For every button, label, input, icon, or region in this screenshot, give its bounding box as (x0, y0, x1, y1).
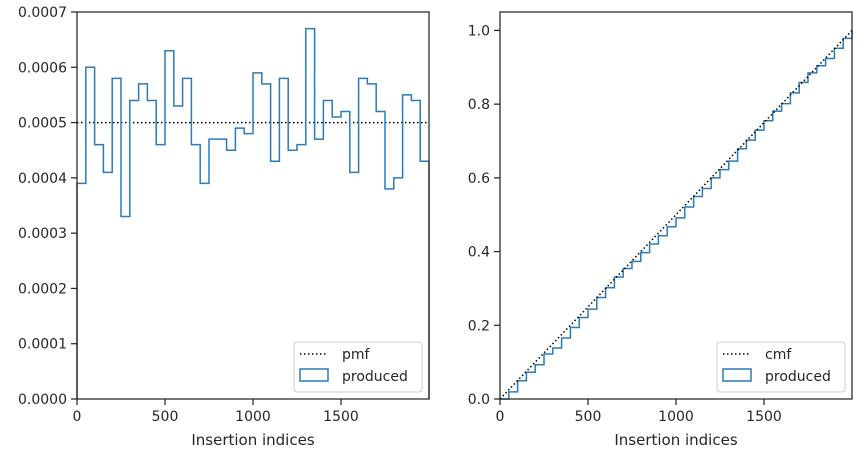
histogram-bin (200, 183, 209, 399)
y-tick-label: 0.0 (468, 392, 490, 408)
legend: cmf produced (716, 341, 846, 393)
legend-produced-label: produced (342, 369, 408, 385)
y-tick-label: 1.0 (468, 23, 490, 39)
legend-produced-swatch (722, 368, 752, 382)
y-tick-label: 0.8 (468, 97, 490, 113)
histogram-bin (77, 183, 86, 399)
histogram-bin (262, 84, 271, 399)
histogram-bin (244, 134, 253, 399)
legend-box (716, 341, 846, 393)
histogram-bin (191, 145, 200, 399)
histogram-bin (183, 78, 192, 399)
produced-step-series (76, 27, 430, 399)
legend: pmf produced (293, 341, 423, 393)
x-tick-label: 500 (152, 409, 179, 425)
x-axis-ticks: 0 500 1000 1500 (73, 399, 359, 425)
y-tick-label: 0.0006 (18, 60, 67, 76)
histogram-bin (95, 145, 104, 399)
histogram-bin (139, 84, 148, 399)
y-tick-label: 0.0002 (18, 281, 67, 297)
histogram-bin (235, 128, 244, 399)
histogram-bin (218, 139, 227, 399)
y-tick-label: 0.6 (468, 171, 490, 187)
legend-produced-swatch (299, 368, 329, 382)
y-tick-label: 0.0005 (18, 116, 67, 132)
histogram-bin (227, 150, 236, 399)
histogram-bin (156, 145, 165, 399)
cmf-reference-line (499, 29, 853, 400)
cmf-line (499, 29, 853, 400)
x-tick-label: 500 (575, 409, 602, 425)
histogram-bin (271, 161, 280, 399)
pmf-histogram-panel: 0.0000 0.0001 0.0002 0.0003 0.0004 0.0005 0.00… (18, 5, 430, 449)
y-tick-label: 0.0004 (18, 171, 67, 187)
histogram-bin (86, 67, 95, 399)
y-tick-label: 0.2 (468, 318, 490, 334)
histogram-bin (130, 100, 139, 399)
y-tick-label: 0.0003 (18, 226, 67, 242)
x-tick-label: 0 (73, 409, 82, 425)
legend-cmf-label: cmf (765, 347, 792, 363)
plot-area (500, 12, 852, 399)
y-axis-ticks: 0.0 0.2 0.4 0.6 0.8 1.0 (468, 23, 500, 408)
histogram-bin (147, 100, 156, 399)
histogram-bin (253, 73, 262, 399)
x-axis-label: Insertion indices (191, 431, 314, 449)
y-tick-label: 0.0007 (18, 5, 67, 21)
legend-box (293, 341, 423, 393)
x-tick-label: 1500 (746, 409, 782, 425)
x-tick-label: 0 (496, 409, 505, 425)
x-tick-label: 1500 (323, 409, 359, 425)
histogram-bin (279, 78, 288, 399)
cmf-cumulative-panel: 0.0 0.2 0.4 0.6 0.8 1.0 0 500 1000 1500 Insertio… (468, 11, 853, 449)
histogram-bin (209, 139, 218, 399)
x-tick-label: 1000 (235, 409, 271, 425)
x-tick-label: 1000 (658, 409, 694, 425)
legend-produced-label: produced (765, 369, 831, 385)
histogram-bin (174, 106, 183, 399)
produced-cumulative-series (499, 30, 853, 400)
histogram-bin (121, 217, 130, 399)
y-tick-label: 0.4 (468, 245, 490, 261)
y-axis-ticks: 0.0000 0.0001 0.0002 0.0003 0.0004 0.0005 0.00… (18, 5, 77, 408)
histogram-bin (112, 78, 121, 399)
histogram-bin (165, 51, 174, 399)
produced-step-path (76, 27, 430, 399)
histogram-bin (103, 172, 112, 399)
y-tick-label: 0.0000 (18, 392, 67, 408)
x-axis-label: Insertion indices (614, 431, 737, 449)
legend-pmf-label: pmf (342, 347, 371, 363)
y-tick-label: 0.0001 (18, 337, 67, 353)
x-axis-ticks: 0 500 1000 1500 (496, 399, 782, 425)
